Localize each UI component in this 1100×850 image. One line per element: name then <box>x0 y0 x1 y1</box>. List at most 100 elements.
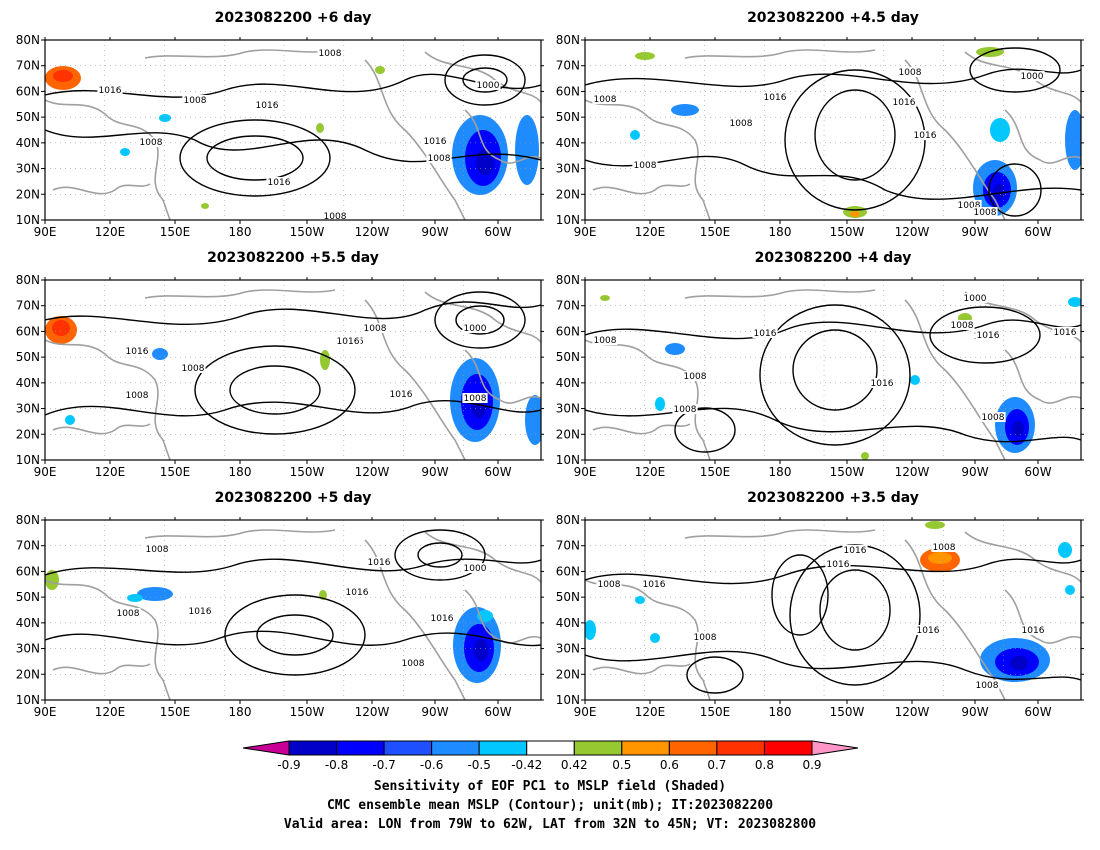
coastline <box>1004 109 1081 164</box>
coastline <box>424 51 541 103</box>
mslp-contour <box>771 554 829 636</box>
x-tick-label: 90W <box>961 225 988 239</box>
coastline <box>45 579 171 700</box>
contour-label-bg <box>266 177 292 187</box>
mslp-contour <box>229 365 321 415</box>
x-tick-label: 60W <box>1024 705 1051 719</box>
contour-label: 1008 <box>684 372 707 382</box>
x-tick-label: 120E <box>635 465 666 479</box>
contour-label: 1016 <box>1022 626 1045 636</box>
x-tick-label: 90W <box>961 465 988 479</box>
mslp-contour <box>792 329 878 411</box>
contour-label: 1016 <box>337 337 360 347</box>
sensitivity-shading <box>850 211 860 217</box>
contour-label-bg <box>254 100 280 110</box>
contour-label: 1016 <box>268 178 291 188</box>
sensitivity-shading <box>925 521 945 529</box>
coastline <box>424 531 541 583</box>
contour-label-bg <box>972 207 998 217</box>
x-tick-label: 120E <box>95 705 126 719</box>
mslp-contour <box>819 569 891 651</box>
x-tick-label: 150E <box>160 225 191 239</box>
x-tick-label: 120W <box>895 705 930 719</box>
sensitivity-shading <box>1065 585 1075 595</box>
colorbar-label: 0.42 <box>561 758 588 772</box>
sensitivity-shading <box>910 375 920 385</box>
contour-label: 1016 <box>189 607 212 617</box>
y-tick-label: 40N <box>16 136 40 150</box>
colorbar-box <box>431 740 480 756</box>
y-tick-label: 80N <box>16 513 40 527</box>
sensitivity-shading <box>585 620 596 640</box>
colorbar-label: -0.5 <box>467 758 490 772</box>
y-tick-label: 70N <box>556 539 580 553</box>
contour-label: 1008 <box>126 391 149 401</box>
sensitivity-shading <box>159 114 171 122</box>
y-tick-label: 60N <box>556 564 580 578</box>
contour-label: 1000 <box>1021 72 1044 82</box>
y-tick-label: 40N <box>16 376 40 390</box>
panel-frame <box>584 519 1082 701</box>
contour-label-bg <box>975 330 1001 340</box>
colorbar-box <box>478 740 528 756</box>
panel-frame <box>584 39 1082 221</box>
x-tick-label: 90W <box>421 225 448 239</box>
coastline <box>144 49 336 59</box>
contour-label: 1008 <box>974 208 997 218</box>
map-panel: 2023082200 +3.5 day 1008 1016 1016 1008 1016 1… <box>556 490 1084 719</box>
colorbar-label: -0.9 <box>277 758 300 772</box>
x-tick-label: 90W <box>961 705 988 719</box>
coastline <box>904 299 1006 460</box>
mslp-contour <box>444 54 526 106</box>
contour-label: 1008 <box>899 68 922 78</box>
contour-label-bg <box>632 160 658 170</box>
mslp-contour <box>585 319 1081 340</box>
contour-label: 1016 <box>893 98 916 108</box>
colorbar-label: -0.42 <box>511 758 542 772</box>
coastline <box>45 99 171 220</box>
mslp-contour <box>462 67 508 93</box>
coastline <box>684 289 876 299</box>
x-tick-label: 180 <box>769 225 792 239</box>
x-tick-label: 150W <box>830 465 865 479</box>
coastline <box>1004 349 1081 404</box>
sensitivity-shading <box>630 130 640 140</box>
sensitivity-shading <box>635 596 645 604</box>
contour-label: 1008 <box>146 545 169 555</box>
colorbar-label: 0.8 <box>755 758 774 772</box>
contour-label: 1008 <box>117 609 140 619</box>
y-tick-label: 10N <box>16 213 40 227</box>
y-tick-label: 30N <box>556 642 580 656</box>
coastline <box>592 423 691 435</box>
panel-frame <box>44 39 542 221</box>
y-tick-label: 10N <box>556 453 580 467</box>
contour-label-bg <box>1019 71 1045 81</box>
mslp-contour <box>256 614 334 656</box>
x-tick-label: 120W <box>355 225 390 239</box>
y-tick-label: 60N <box>556 84 580 98</box>
x-tick-label: 60W <box>1024 225 1051 239</box>
mslp-contour <box>814 89 896 181</box>
y-tick-label: 80N <box>16 273 40 287</box>
coastline <box>585 99 711 220</box>
colorbar-box <box>763 740 813 756</box>
contour-label-bg <box>97 85 123 95</box>
contour-label: 1016 <box>764 93 787 103</box>
contour-label-bg <box>752 328 778 338</box>
sensitivity-shading <box>1010 656 1028 670</box>
coastline <box>464 589 541 644</box>
y-tick-label: 80N <box>556 33 580 47</box>
y-tick-label: 50N <box>16 110 40 124</box>
contour-label-bg <box>1020 625 1046 635</box>
x-tick-label: 180 <box>229 465 252 479</box>
panel-title: 2023082200 +5 day <box>215 490 372 506</box>
contour-label: 1008 <box>324 212 347 222</box>
contour-label: 1016 <box>431 614 454 624</box>
sensitivity-shading <box>65 415 75 425</box>
colorbar-label: -0.6 <box>420 758 443 772</box>
sensitivity-shading <box>928 552 952 564</box>
coastline <box>464 109 541 164</box>
mslp-contour <box>45 630 541 647</box>
